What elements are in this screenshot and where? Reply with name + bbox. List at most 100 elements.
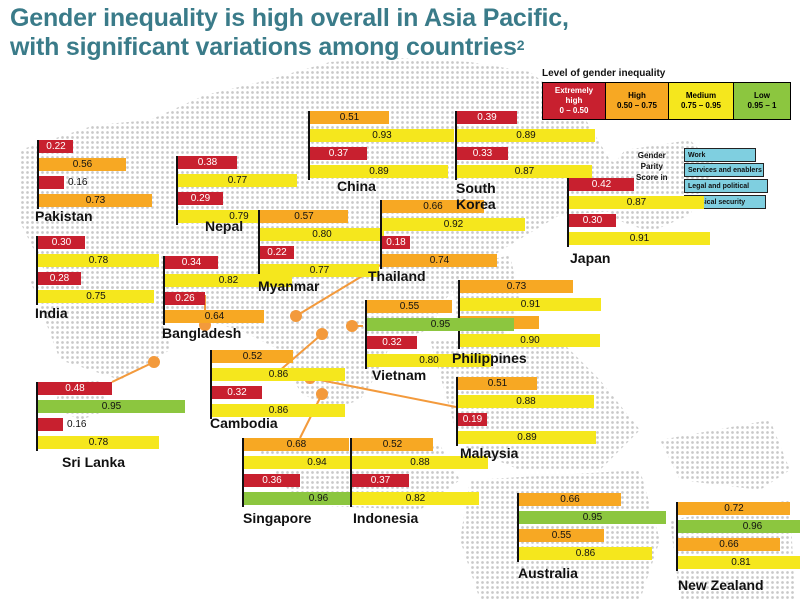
bar-value-label: 0.22 xyxy=(267,247,287,258)
bar-group-indonesia: 0.52 0.88 0.37 0.82 xyxy=(350,438,488,507)
bar-services-and-enablers: 0.87 xyxy=(569,196,704,209)
bar-legal-and-political: 0.33 xyxy=(457,147,508,160)
bar-services-and-enablers: 0.89 xyxy=(457,129,595,142)
country-label-vietnam: Vietnam xyxy=(372,367,426,383)
bar-value-label: 0.66 xyxy=(423,201,443,212)
bar-value-label: 0.68 xyxy=(286,439,307,450)
bar-physical-security: 0.75 xyxy=(38,290,154,303)
bar-legal-and-political: 0.37 xyxy=(352,474,409,487)
bar-work: 0.57 xyxy=(260,210,348,223)
bar-work: 0.66 xyxy=(382,200,484,213)
bar-value-label: 0.73 xyxy=(85,195,106,206)
bar-work: 0.51 xyxy=(458,377,537,390)
bar-legal-and-political: 0.32 xyxy=(367,336,417,349)
bar-physical-security: 0.80 xyxy=(367,354,491,367)
bar-value-label: 0.22 xyxy=(46,141,66,152)
location-dot-vietnam xyxy=(346,320,358,332)
gender-parity-title-line: Gender xyxy=(637,151,666,160)
bar-physical-security: 0.74 xyxy=(382,254,497,267)
bar-value-label: 0.74 xyxy=(429,255,450,266)
country-name: China xyxy=(337,178,376,194)
gender-parity-title-line: Score in xyxy=(636,173,668,182)
bar-work: 0.42 xyxy=(569,178,634,191)
country-label-thailand: Thailand xyxy=(368,268,426,284)
bar-value-label: 0.30 xyxy=(582,215,603,226)
bar-services-and-enablers: 0.95 xyxy=(367,318,514,331)
bar-value-label: 0.57 xyxy=(294,211,314,222)
legend-label: High xyxy=(628,91,646,100)
country-label-new-zealand: New Zealand xyxy=(678,577,764,593)
gender-parity-work: Work xyxy=(684,148,756,162)
bar-work: 0.52 xyxy=(212,350,293,363)
bar-value-label: 0.48 xyxy=(65,383,85,394)
bar-services-and-enablers: 0.77 xyxy=(178,174,297,187)
bar-services-and-enablers: 0.91 xyxy=(460,298,601,311)
bar-group-thailand: 0.66 0.92 0.18 0.74 xyxy=(380,200,525,269)
bar-value-label: 0.81 xyxy=(731,557,751,568)
bar-group-sri-lanka: 0.48 0.95 0.16 0.78 xyxy=(36,382,185,451)
bar-physical-security: 0.89 xyxy=(310,165,448,178)
country-name: Australia xyxy=(518,565,578,581)
bar-services-and-enablers: 0.56 xyxy=(39,158,126,171)
bar-value-label: 0.52 xyxy=(242,351,263,362)
legend-item-extremely-high: Extremely high 0 – 0.50 xyxy=(543,83,605,119)
country-name-line: Korea xyxy=(456,196,496,212)
legend-label: high xyxy=(565,96,583,105)
bar-services-and-enablers: 0.88 xyxy=(352,456,488,469)
bar-legal-and-political: 0.55 xyxy=(519,529,604,542)
bar-work: 0.51 xyxy=(310,111,389,124)
bar-work: 0.73 xyxy=(460,280,573,293)
bar-work: 0.34 xyxy=(165,256,218,269)
legend-label: Medium xyxy=(685,91,717,100)
bar-work: 0.22 xyxy=(39,140,73,153)
bar-value-label: 0.34 xyxy=(181,257,202,268)
bar-value-label: 0.93 xyxy=(372,130,392,141)
bar-value-label: 0.39 xyxy=(477,112,497,123)
bar-value-label: 0.86 xyxy=(268,405,289,416)
bar-work: 0.48 xyxy=(38,382,112,395)
bar-value-label: 0.91 xyxy=(520,299,541,310)
title-footnote-mark: 2 xyxy=(516,37,525,53)
bar-value-label: 0.72 xyxy=(724,503,744,514)
bar-legal-and-political: 0.29 xyxy=(178,192,223,205)
country-name: Nepal xyxy=(205,218,244,234)
bar-value-label: 0.88 xyxy=(410,457,430,468)
bar-value-label: 0.87 xyxy=(626,197,647,208)
bar-group-malaysia: 0.51 0.88 0.19 0.89 xyxy=(456,377,596,446)
bar-legal-and-political: 0.30 xyxy=(569,214,616,227)
bar-value-label: 0.18 xyxy=(386,237,406,248)
bar-value-label: 0.95 xyxy=(582,512,603,523)
bar-value-label: 0.33 xyxy=(472,148,493,159)
bar-services-and-enablers: 0.93 xyxy=(310,129,454,142)
location-dot-thailand xyxy=(290,310,302,322)
bar-value-label: 0.51 xyxy=(339,112,360,123)
country-name: Vietnam xyxy=(372,367,427,383)
country-label-nepal: Nepal xyxy=(205,218,243,234)
legend: Extremely high 0 – 0.50 High 0.50 – 0.75… xyxy=(542,82,791,120)
bar-physical-security: 0.81 xyxy=(678,556,800,569)
gender-parity-title-line: Parity xyxy=(640,162,663,171)
bar-value-label: 0.75 xyxy=(86,291,106,302)
bar-group-pakistan: 0.22 0.56 0.16 0.73 xyxy=(37,140,152,209)
bar-group-australia: 0.66 0.95 0.55 0.86 xyxy=(517,493,666,562)
country-name: Singapore xyxy=(243,510,312,526)
legend-range: 0 – 0.50 xyxy=(559,106,589,115)
bar-value-label: 0.95 xyxy=(430,319,451,330)
legend-item-low: Low 0.95 – 1 xyxy=(733,83,790,119)
bar-group-india: 0.30 0.78 0.28 0.75 xyxy=(36,236,159,305)
bar-value-label: 0.82 xyxy=(405,493,426,504)
country-name: Cambodia xyxy=(210,415,278,431)
bar-services-and-enablers: 0.88 xyxy=(458,395,594,408)
country-name: Indonesia xyxy=(353,510,419,526)
bar-value-label: 0.38 xyxy=(197,157,218,168)
legend-item-high: High 0.50 – 0.75 xyxy=(605,83,668,119)
location-dot-singapore xyxy=(316,388,328,400)
bar-value-label: 0.89 xyxy=(516,130,536,141)
bar-value-label: 0.30 xyxy=(51,237,72,248)
bar-legal-and-political: 0.19 xyxy=(458,413,487,426)
bar-value-label: 0.94 xyxy=(307,457,327,468)
country-name: Bangladesh xyxy=(162,325,242,341)
bar-services-and-enablers: 0.78 xyxy=(38,254,159,267)
bar-value-label: 0.16 xyxy=(67,419,87,430)
bar-physical-security: 0.91 xyxy=(569,232,710,245)
